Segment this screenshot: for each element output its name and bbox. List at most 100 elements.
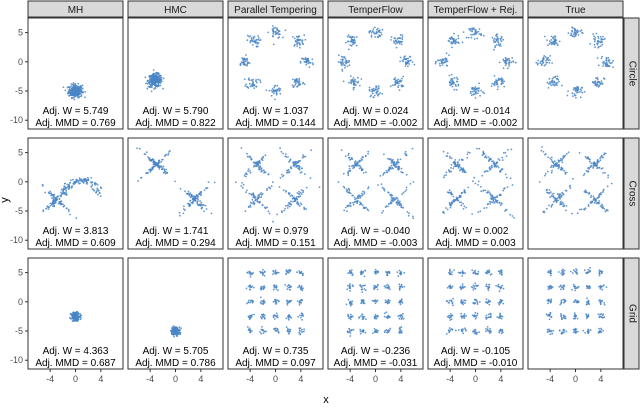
data-point <box>546 39 548 41</box>
data-point <box>560 315 562 318</box>
data-point <box>477 270 480 273</box>
data-point <box>274 84 277 87</box>
data-point <box>449 38 452 40</box>
data-point <box>549 81 551 84</box>
data-point <box>452 38 455 41</box>
data-point <box>288 268 291 271</box>
data-point <box>482 34 485 37</box>
x-tick-label: 0 <box>573 374 578 384</box>
data-point <box>594 162 596 165</box>
data-point <box>261 170 264 172</box>
data-point <box>576 212 579 215</box>
data-point <box>272 90 275 92</box>
data-point <box>559 203 562 206</box>
data-point <box>149 169 152 172</box>
data-point <box>367 152 369 155</box>
data-point <box>384 299 387 302</box>
data-point <box>561 159 563 162</box>
data-point <box>285 205 287 207</box>
x-tick-label: 4 <box>98 374 103 384</box>
data-point <box>496 316 499 318</box>
data-point <box>157 83 160 85</box>
data-point <box>378 34 380 36</box>
data-point <box>258 166 260 169</box>
data-point <box>376 27 379 30</box>
data-point <box>203 189 206 192</box>
data-point <box>292 200 294 203</box>
data-point <box>160 160 163 163</box>
data-point <box>485 283 488 286</box>
data-point <box>448 302 450 304</box>
data-point <box>607 174 610 177</box>
data-point <box>399 79 402 82</box>
data-point <box>197 204 200 207</box>
data-point <box>482 91 484 93</box>
data-point <box>474 31 477 33</box>
data-point <box>461 158 463 161</box>
adj-w-label: Adj. W = -0.014 <box>441 106 511 117</box>
data-point <box>560 195 562 198</box>
data-point <box>296 85 299 88</box>
adj-mmd-label: Adj. MMD = 0.294 <box>135 238 216 249</box>
adj-mmd-label: Adj. MMD = -0.002 <box>334 118 418 129</box>
data-point <box>498 194 501 197</box>
data-point <box>439 64 441 67</box>
data-point <box>193 196 196 199</box>
data-point <box>297 286 299 289</box>
data-point <box>498 303 501 306</box>
data-point <box>52 202 55 205</box>
data-point <box>199 200 202 203</box>
data-point <box>359 164 361 167</box>
data-point <box>68 184 71 187</box>
data-point <box>349 205 352 208</box>
data-point <box>248 205 250 208</box>
data-point <box>483 207 486 210</box>
data-point <box>144 76 147 79</box>
data-point <box>456 197 458 200</box>
data-point <box>196 203 199 206</box>
data-point <box>588 168 590 170</box>
data-point <box>551 80 553 82</box>
data-point <box>543 55 546 57</box>
data-point <box>550 171 553 174</box>
data-point <box>605 56 608 59</box>
data-point <box>351 164 354 167</box>
data-point <box>395 202 398 204</box>
data-point <box>280 210 283 213</box>
data-point <box>59 200 62 203</box>
data-point <box>347 152 350 155</box>
data-point <box>362 329 365 331</box>
data-point <box>596 161 599 164</box>
data-point <box>491 82 494 85</box>
adj-mmd-label: Adj. MMD = 0.769 <box>35 118 116 129</box>
data-point <box>552 329 555 332</box>
data-point <box>561 286 563 289</box>
data-point <box>72 86 74 89</box>
data-point <box>298 79 300 81</box>
data-point <box>442 150 445 153</box>
data-point <box>551 193 554 195</box>
data-point <box>452 161 455 164</box>
data-point <box>403 285 406 288</box>
data-point <box>271 35 274 37</box>
data-point <box>446 152 449 155</box>
data-point <box>584 155 587 158</box>
data-point <box>82 91 85 94</box>
adj-w-label: Adj. W = 0.024 <box>343 106 409 117</box>
data-point <box>258 201 261 204</box>
data-point <box>556 44 559 47</box>
data-point <box>451 202 454 204</box>
data-point <box>351 194 354 197</box>
data-point <box>262 272 264 275</box>
data-point <box>154 87 157 90</box>
data-point <box>396 271 399 274</box>
data-point <box>573 93 576 95</box>
data-point <box>489 332 491 334</box>
data-point <box>402 207 405 209</box>
data-point <box>303 83 306 86</box>
data-point <box>53 193 56 196</box>
data-point <box>477 284 479 287</box>
adj-w-label: Adj. W = -0.040 <box>341 226 411 237</box>
data-point <box>502 152 505 154</box>
data-point <box>473 176 476 179</box>
